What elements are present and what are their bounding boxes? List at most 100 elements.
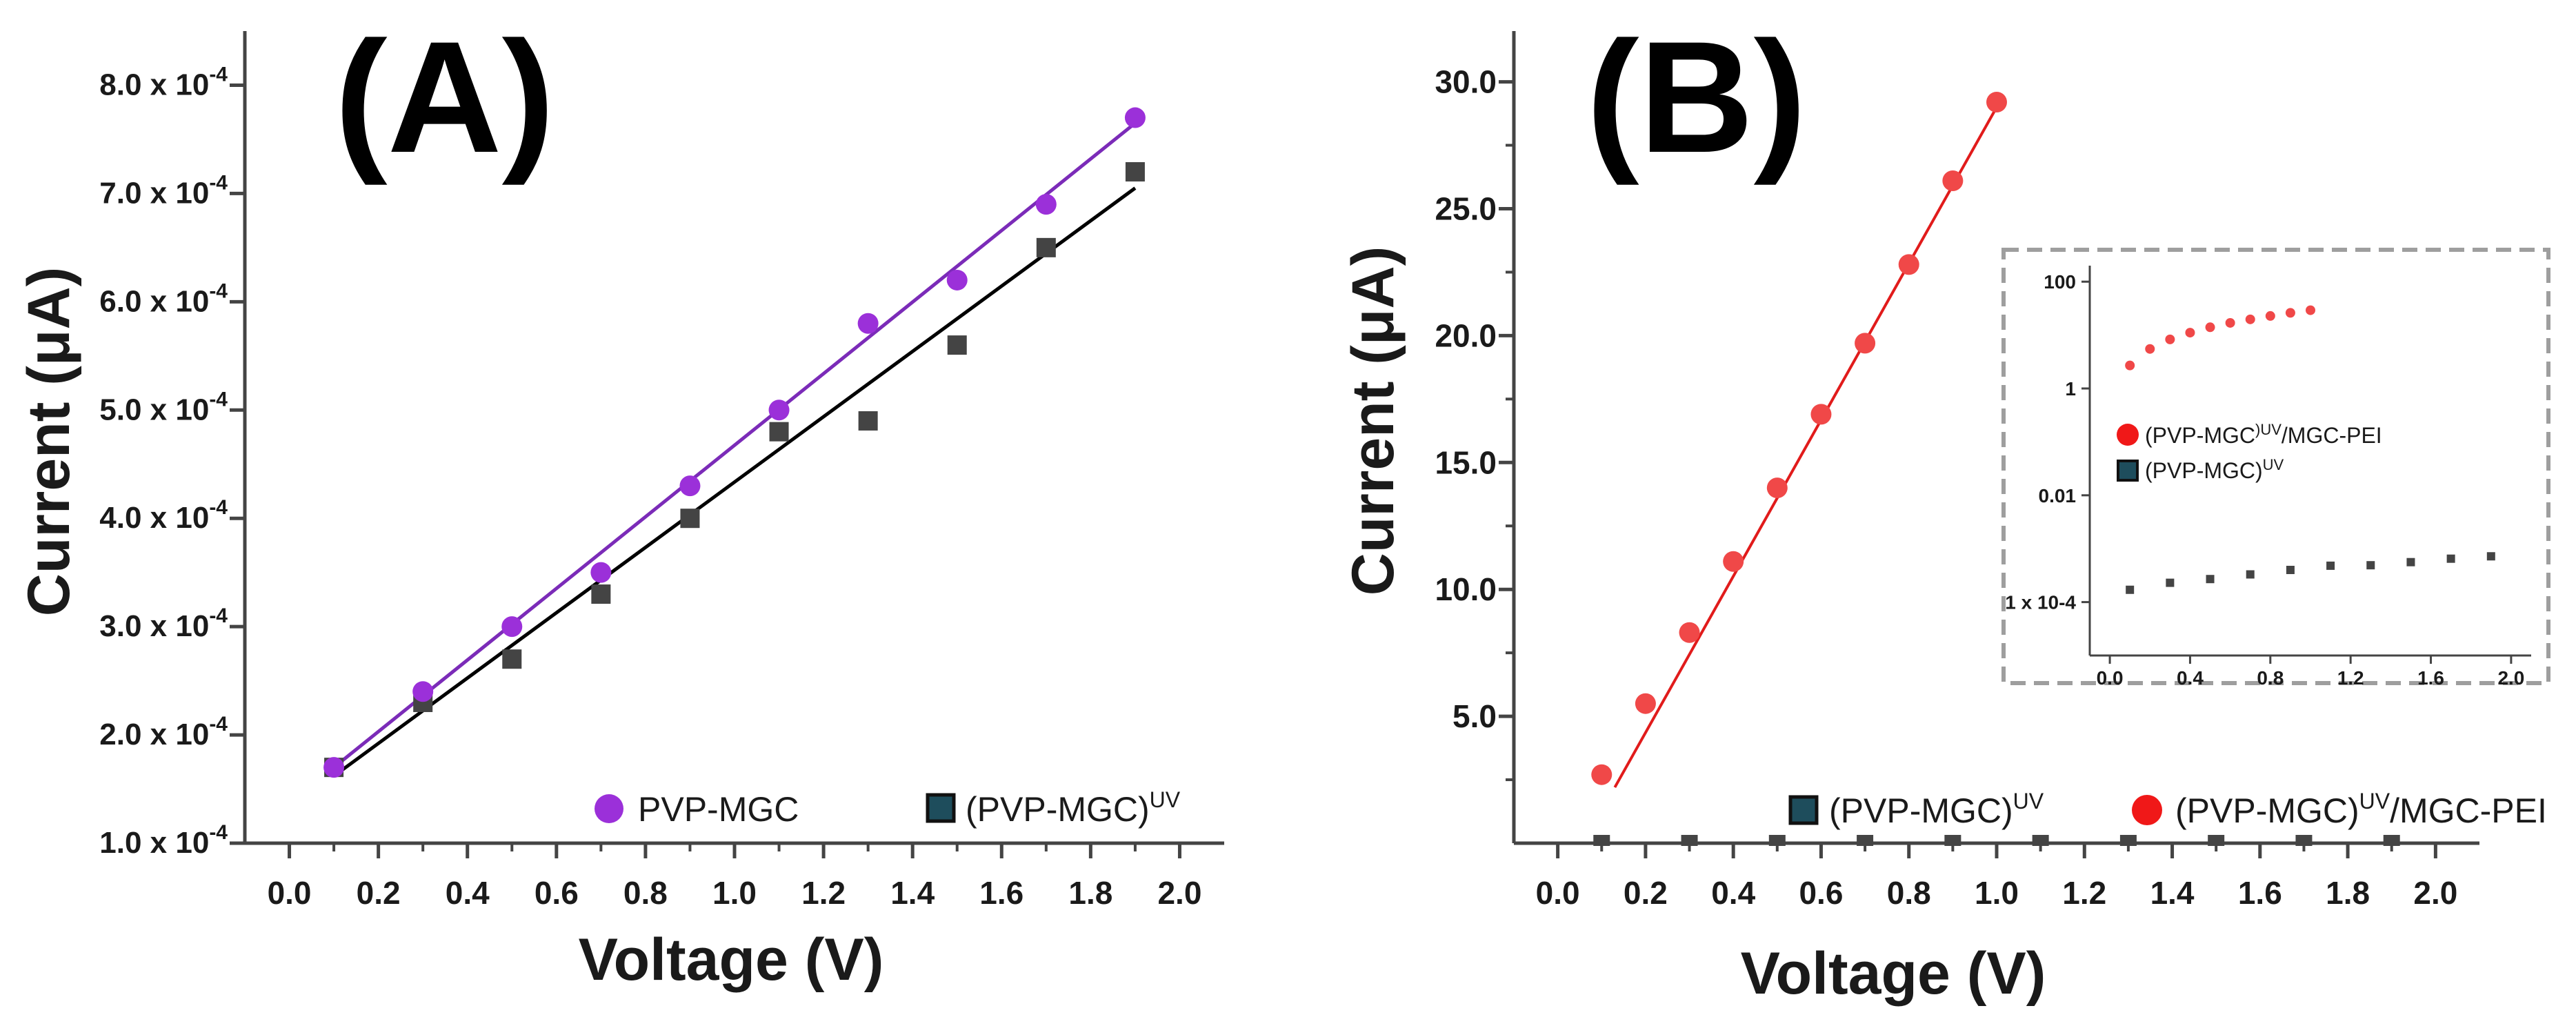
panel-b-label: (B): [1586, 8, 1806, 186]
panel-a-y-tick-label: 4.0 x 10-4: [99, 496, 228, 535]
panel-b-x-tick-label: 0.4: [1711, 875, 1755, 911]
data-point-pvp-mgc-uv-mgc-pei: [1679, 622, 1700, 643]
panel-b-x-tick-label: 0.6: [1799, 875, 1843, 911]
fit-line-pvp-mgc: [332, 121, 1137, 769]
data-point-pvp-mgc-uv: [591, 584, 611, 604]
data-point-pvp-mgc: [323, 757, 345, 778]
panel-b-x-tick-label: 0.2: [1624, 875, 1668, 911]
panel-b-y-tick-label: 20.0: [1435, 317, 1497, 353]
data-point-pvp-mgc-uv-mgc-pei: [1766, 477, 1788, 499]
data-point-pvp-mgc-uv: [1768, 835, 1786, 846]
panel-a-x-tick-label: 0.0: [268, 875, 312, 911]
legend-label-pvp-mgc-uv-b: (PVP-MGC)UV: [1829, 789, 2044, 830]
data-point-pvp-mgc: [857, 313, 879, 334]
legend-marker-pvp-mgc: [595, 794, 623, 823]
panel-a-x-tick-label: 1.2: [801, 875, 846, 911]
data-point-pvp-mgc-uv: [1036, 237, 1056, 257]
inset-x-tick-label: 0.4: [2177, 667, 2204, 689]
inset-data-point-pvp-mgc-uv-mgc-pei: [2165, 334, 2175, 344]
data-point-pvp-mgc-uv: [2032, 835, 2049, 846]
data-point-pvp-mgc-uv-mgc-pei: [1942, 170, 1964, 192]
panel-b-y-tick-label: 10.0: [1435, 571, 1497, 607]
panel-b-x-tick-label: 0.8: [1887, 875, 1931, 911]
inset-axes: 0.0 0.4 0.8 1.2 1.6 2.0 100 1 0.01 1 x 10-4: [2005, 266, 2531, 689]
inset-x-tick-label: 0.8: [2257, 667, 2284, 689]
panel-b-x-axis-title: Voltage (V): [1741, 940, 2046, 1007]
panel-a-x-tick-label: 2.0: [1157, 875, 1201, 911]
inset-legend-marker-pei: [2117, 424, 2139, 446]
panel-b-plot-area: [1591, 91, 2400, 846]
inset-data-point-pvp-mgc-uv: [2166, 578, 2175, 587]
data-point-pvp-mgc-uv-mgc-pei: [1986, 91, 2007, 112]
panel-b-y-tick-label: 25.0: [1435, 190, 1497, 226]
inset-data-point-pvp-mgc-uv-mgc-pei: [2265, 310, 2275, 321]
data-point-pvp-mgc: [412, 681, 434, 702]
data-point-pvp-mgc-uv-mgc-pei: [1591, 764, 1613, 785]
inset-data-point-pvp-mgc-uv-mgc-pei: [2306, 305, 2315, 315]
panel-a-x-tick-label: 1.8: [1068, 875, 1112, 911]
inset-data-point-pvp-mgc-uv: [2366, 561, 2375, 570]
data-point-pvp-mgc-uv: [2383, 835, 2400, 846]
inset-data-point-pvp-mgc-uv: [2286, 566, 2295, 575]
data-point-pvp-mgc-uv: [1857, 835, 1874, 846]
inset-border: [2001, 248, 2550, 685]
data-point-pvp-mgc: [679, 475, 701, 497]
legend-label-pvp-mgc: PVP-MGC: [638, 790, 799, 829]
data-point-pvp-mgc-uv: [2208, 835, 2225, 846]
inset-data-point-pvp-mgc-uv-mgc-pei: [2285, 308, 2295, 318]
legend-label-pvp-mgc-uv-mgc-pei: (PVP-MGC)UV/MGC-PEI: [2175, 789, 2547, 830]
inset-data-point-pvp-mgc-uv: [2406, 558, 2415, 566]
panel-a-legend: PVP-MGC (PVP-MGC)UV: [595, 787, 1181, 829]
inset-plot-area: [2125, 305, 2495, 594]
data-point-pvp-mgc: [1124, 107, 1146, 128]
panel-a-x-tick-label: 0.4: [446, 875, 490, 911]
data-point-pvp-mgc-uv-mgc-pei: [1635, 693, 1656, 714]
fit-line-pvp-mgc-uv: [332, 186, 1137, 778]
inset-data-point-pvp-mgc-uv: [2126, 585, 2135, 594]
inset-data-point-pvp-mgc-uv-mgc-pei: [2245, 314, 2255, 324]
data-point-pvp-mgc-uv: [502, 649, 522, 669]
panel-b-legend: (PVP-MGC)UV (PVP-MGC)UV/MGC-PEI: [1788, 789, 2547, 830]
panel-b: (B) Voltage (V) Current (μA) 0.0 0.2 0.4 0.…: [1340, 8, 2550, 1007]
inset-data-point-pvp-mgc-uv-mgc-pei: [2205, 322, 2215, 333]
inset-y-tick-label: 1 x 10-4: [2005, 592, 2076, 613]
panel-b-x-tick-label: 0.0: [1536, 875, 1580, 911]
data-point-pvp-mgc-uv: [858, 411, 878, 431]
panel-b-y-tick-label: 15.0: [1435, 444, 1497, 480]
panel-b-x-tick-label: 1.2: [2062, 875, 2106, 911]
inset-data-point-pvp-mgc-uv: [2486, 552, 2495, 561]
data-point-pvp-mgc: [590, 562, 612, 583]
panel-b-y-tick-label: 30.0: [1435, 64, 1497, 100]
panel-a-x-tick-label: 1.0: [712, 875, 757, 911]
panel-a-x-tick-label: 0.2: [357, 875, 401, 911]
panel-b-x-tick-label: 2.0: [2413, 875, 2457, 911]
inset-y-tick-label: 100: [2044, 271, 2076, 293]
data-point-pvp-mgc-uv: [1593, 835, 1610, 846]
inset-x-tick-label: 2.0: [2497, 667, 2524, 689]
data-point-pvp-mgc: [946, 269, 968, 290]
panel-b-x-tick-label: 1.4: [2150, 875, 2195, 911]
panel-a-y-tick-label: 7.0 x 10-4: [99, 171, 228, 210]
panel-b-inset: 0.0 0.4 0.8 1.2 1.6 2.0 100 1 0.01 1 x 10-4 (PVP-…: [2001, 248, 2550, 689]
inset-x-tick-label: 0.0: [2097, 667, 2124, 689]
inset-data-point-pvp-mgc-uv-mgc-pei: [2145, 344, 2155, 354]
panel-a-y-tick-label: 6.0 x 10-4: [99, 279, 228, 318]
panel-a-y-tick-label: 3.0 x 10-4: [99, 604, 228, 643]
data-point-pvp-mgc: [768, 400, 790, 421]
inset-x-tick-label: 1.2: [2337, 667, 2364, 689]
data-point-pvp-mgc-uv: [1681, 835, 1698, 846]
data-point-pvp-mgc: [1035, 194, 1057, 215]
inset-data-point-pvp-mgc-uv-mgc-pei: [2225, 317, 2235, 328]
data-point-pvp-mgc-uv: [769, 422, 789, 442]
inset-data-point-pvp-mgc-uv: [2326, 561, 2335, 570]
inset-data-point-pvp-mgc-uv: [2246, 570, 2255, 579]
legend-marker-pvp-mgc-uv-mgc-pei: [2132, 795, 2162, 825]
inset-legend-marker-uv: [2117, 460, 2139, 482]
panel-a-plot-area: [323, 107, 1146, 778]
data-point-pvp-mgc-uv: [1944, 835, 1961, 846]
panel-a-y-tick-label: 2.0 x 10-4: [99, 713, 228, 751]
panel-b-y-tick-label: 5.0: [1452, 698, 1497, 734]
inset-data-point-pvp-mgc-uv: [2446, 554, 2455, 563]
panel-a-axes: 0.0 0.2 0.4 0.6 0.8 1.0 1.2 1.4 1.6 1.8 2.0 1.0 x 1…: [99, 31, 1224, 911]
